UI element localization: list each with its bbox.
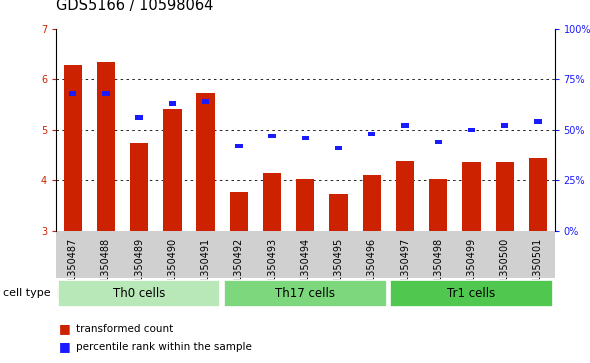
Bar xyxy=(235,144,242,148)
Bar xyxy=(429,179,447,231)
Bar xyxy=(301,135,309,140)
Bar xyxy=(136,115,143,120)
Bar xyxy=(196,93,215,231)
Text: GDS5166 / 10598064: GDS5166 / 10598064 xyxy=(56,0,214,13)
Bar xyxy=(363,175,381,231)
Bar xyxy=(468,127,475,132)
Bar xyxy=(396,161,414,231)
Bar xyxy=(163,109,182,231)
Bar xyxy=(263,173,281,231)
Bar xyxy=(496,162,514,231)
Text: percentile rank within the sample: percentile rank within the sample xyxy=(76,342,251,352)
Bar xyxy=(368,131,375,136)
Bar xyxy=(130,143,148,231)
Bar xyxy=(435,140,442,144)
Bar xyxy=(501,123,509,128)
Text: ■: ■ xyxy=(59,322,71,335)
Bar xyxy=(97,62,115,231)
Text: ■: ■ xyxy=(59,340,71,353)
Text: cell type  ▶: cell type ▶ xyxy=(3,289,66,298)
Bar xyxy=(268,134,276,138)
Bar xyxy=(335,146,342,150)
Bar xyxy=(202,99,209,104)
Bar xyxy=(401,123,409,128)
Bar xyxy=(169,101,176,106)
Bar xyxy=(296,179,314,231)
Bar xyxy=(69,91,76,96)
Text: transformed count: transformed count xyxy=(76,323,173,334)
Bar xyxy=(102,91,110,96)
Bar xyxy=(230,192,248,231)
Bar xyxy=(463,162,481,231)
Bar xyxy=(535,119,542,124)
Text: Th0 cells: Th0 cells xyxy=(113,287,165,300)
Bar xyxy=(529,158,547,231)
Bar xyxy=(329,194,348,231)
Text: Th17 cells: Th17 cells xyxy=(276,287,335,300)
Bar xyxy=(64,65,82,231)
Text: Tr1 cells: Tr1 cells xyxy=(447,287,496,300)
